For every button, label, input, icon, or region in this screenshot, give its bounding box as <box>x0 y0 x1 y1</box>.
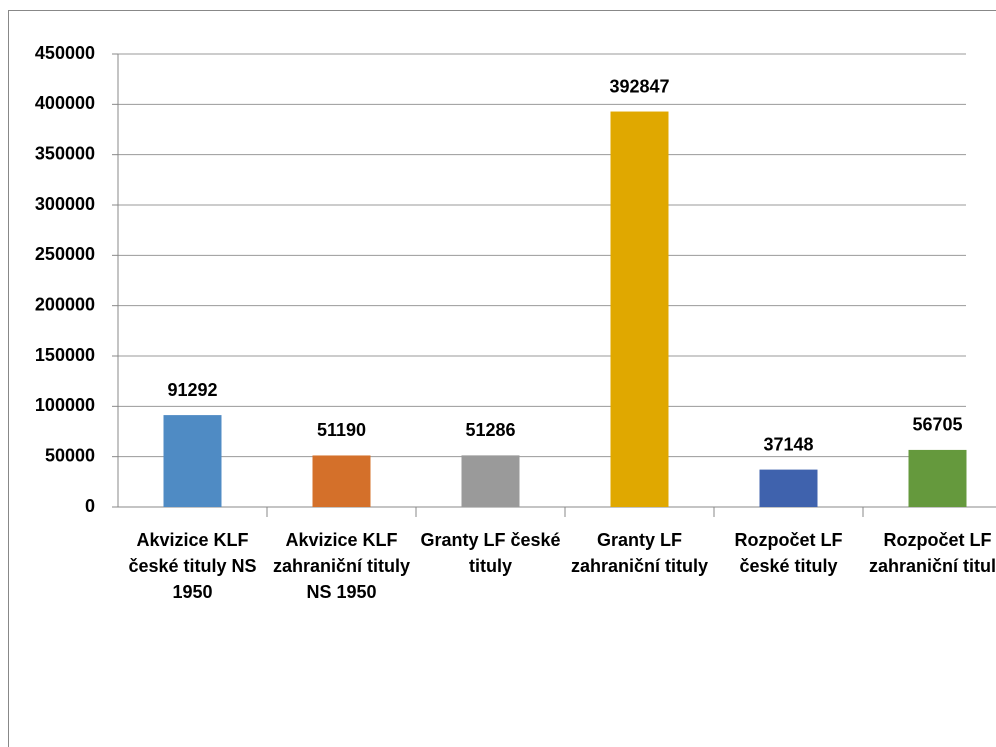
x-tick-label: Akvizice KLF zahraniční tituly NS 1950 <box>272 530 411 602</box>
chart-border <box>8 10 996 747</box>
x-tick-label: Granty LF české tituly <box>420 530 561 576</box>
y-tick-label: 0 <box>85 496 95 516</box>
bar <box>461 455 520 507</box>
data-label: 37148 <box>763 434 813 454</box>
bar <box>610 111 669 507</box>
data-label: 56705 <box>912 415 962 435</box>
bar <box>908 449 967 507</box>
bar <box>759 469 818 507</box>
y-tick-label: 100000 <box>35 395 95 415</box>
y-tick-label: 50000 <box>45 445 95 465</box>
y-tick-label: 250000 <box>35 244 95 264</box>
data-label: 392847 <box>609 76 669 96</box>
data-label: 91292 <box>167 380 217 400</box>
x-tick-label: Rozpočet LF zahraniční tituly <box>868 530 996 576</box>
bar <box>312 455 371 507</box>
y-tick-label: 450000 <box>35 43 95 63</box>
data-label: 51190 <box>317 420 366 440</box>
x-tick-label: Akvizice KLF české tituly NS 1950 <box>128 530 257 602</box>
y-tick-label: 350000 <box>35 143 95 163</box>
y-tick-label: 200000 <box>35 294 95 314</box>
y-tick-label: 300000 <box>35 194 95 214</box>
x-tick-label: Rozpočet LF české tituly <box>734 530 843 576</box>
data-label: 51286 <box>465 420 515 440</box>
y-tick-label: 400000 <box>35 93 95 113</box>
x-tick-label: Granty LF zahraniční tituly <box>570 530 709 576</box>
bar <box>163 415 222 507</box>
y-tick-label: 150000 <box>35 345 95 365</box>
